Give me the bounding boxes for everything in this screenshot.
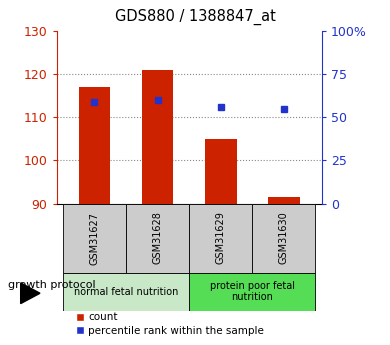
Bar [189,204,252,273]
Text: protein poor fetal
nutrition: protein poor fetal nutrition [210,281,295,302]
Text: GSM31630: GSM31630 [279,212,289,264]
Bar [142,70,174,204]
Bar [268,197,300,204]
Text: GSM31628: GSM31628 [152,211,163,265]
Bar [63,204,126,273]
Bar [126,204,189,273]
Legend: count, percentile rank within the sample: count, percentile rank within the sample [71,308,268,340]
Text: GSM31629: GSM31629 [216,211,226,265]
Bar [205,139,236,204]
Bar [189,273,316,310]
Text: GDS880 / 1388847_at: GDS880 / 1388847_at [115,9,275,25]
Text: growth protocol: growth protocol [8,280,96,289]
Polygon shape [21,283,40,304]
Bar [252,204,316,273]
Text: normal fetal nutrition: normal fetal nutrition [74,287,178,296]
Bar [79,87,110,204]
Text: GSM31627: GSM31627 [89,211,99,265]
Bar [63,273,189,310]
